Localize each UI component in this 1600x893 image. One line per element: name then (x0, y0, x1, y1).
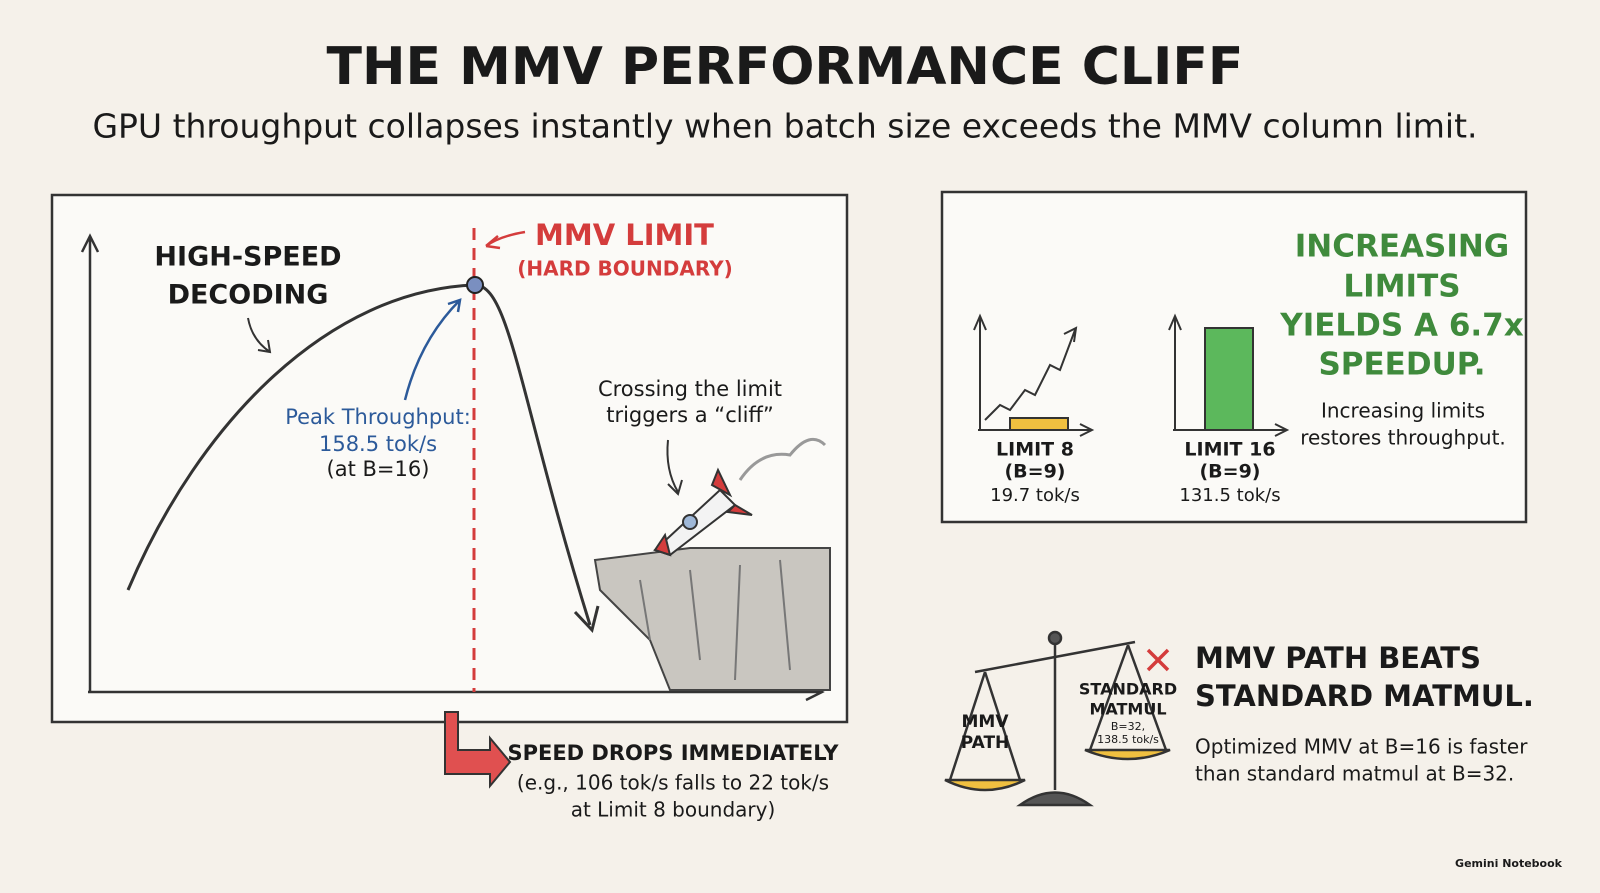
peak-label: Peak Throughput: (285, 405, 471, 429)
subtitle: GPU throughput collapses instantly when … (92, 107, 1477, 146)
rocket (653, 437, 827, 557)
limit-note: (HARD BOUNDARY) (517, 257, 733, 281)
comparison-note: Optimized MMV at B=16 is faster (1195, 735, 1528, 759)
peak-arrow (403, 298, 462, 401)
drop-arrow (444, 711, 512, 789)
drop-note: at Limit 8 boundary) (571, 798, 776, 822)
bar-speed: 19.7 tok/s (990, 485, 1080, 506)
bar-label: LIMIT 16 (1184, 439, 1275, 461)
pan-label: MMV (962, 712, 1010, 732)
crossing-note: Crossing the limit (598, 377, 782, 401)
peak-value: 158.5 tok/s (319, 432, 437, 456)
crossing-arrow (666, 439, 683, 496)
bar-batch: (B=9) (1200, 461, 1261, 483)
comparison-note: than standard matmul at B=32. (1195, 762, 1514, 786)
limits-note: restores throughput. (1300, 426, 1506, 450)
comparison-headline: STANDARD MATMUL. (1195, 679, 1534, 713)
headline-line: INCREASING (1295, 229, 1510, 265)
limit-title: MMV LIMIT (535, 218, 714, 252)
brand: Gemini Notebook (1455, 857, 1563, 870)
headline-line: YIELDS A 6.7x (1279, 308, 1523, 344)
bar-label: LIMIT 8 (996, 439, 1074, 461)
drop-title: SPEED DROPS IMMEDIATELY (507, 741, 839, 765)
curve-label: DECODING (168, 280, 329, 311)
pan-detail: 138.5 tok/s (1097, 733, 1159, 746)
peak-note: (at B=16) (327, 457, 430, 481)
title: THE MMV PERFORMANCE CLIFF (327, 37, 1244, 97)
peak-point (466, 276, 484, 294)
limits-note: Increasing limits (1321, 399, 1485, 423)
mini-axes (973, 313, 1290, 437)
bar-batch: (B=9) (1005, 461, 1066, 483)
limit-arrow (485, 230, 526, 250)
cliff-cracks (639, 559, 791, 681)
cliff-rock (593, 547, 831, 691)
crossing-note: triggers a “cliff” (606, 403, 774, 427)
drop-note: (e.g., 106 tok/s falls to 22 tok/s (517, 771, 829, 795)
bar-speed: 131.5 tok/s (1179, 485, 1280, 506)
pan-label: PATH (961, 733, 1010, 753)
curve-label: HIGH-SPEED (154, 242, 341, 273)
pan-label: MATMUL (1089, 700, 1166, 719)
headline-line: LIMITS (1343, 269, 1460, 305)
balance-scale (944, 630, 1171, 807)
limit-8-bar (1009, 417, 1069, 431)
limits-headline: INCREASING LIMITS YIELDS A 6.7x SPEEDUP. (1279, 229, 1523, 383)
label-arrow (247, 317, 272, 354)
pan-label: STANDARD (1079, 680, 1177, 699)
curve-arrowhead (573, 605, 600, 634)
limit-16-bar (1204, 327, 1254, 431)
x-mark (1146, 648, 1170, 672)
throughput-curve (126, 283, 592, 626)
pan-detail: B=32, (1111, 720, 1145, 733)
headline-line: SPEEDUP. (1318, 347, 1485, 383)
comparison-headline: MMV PATH BEATS (1195, 641, 1481, 675)
